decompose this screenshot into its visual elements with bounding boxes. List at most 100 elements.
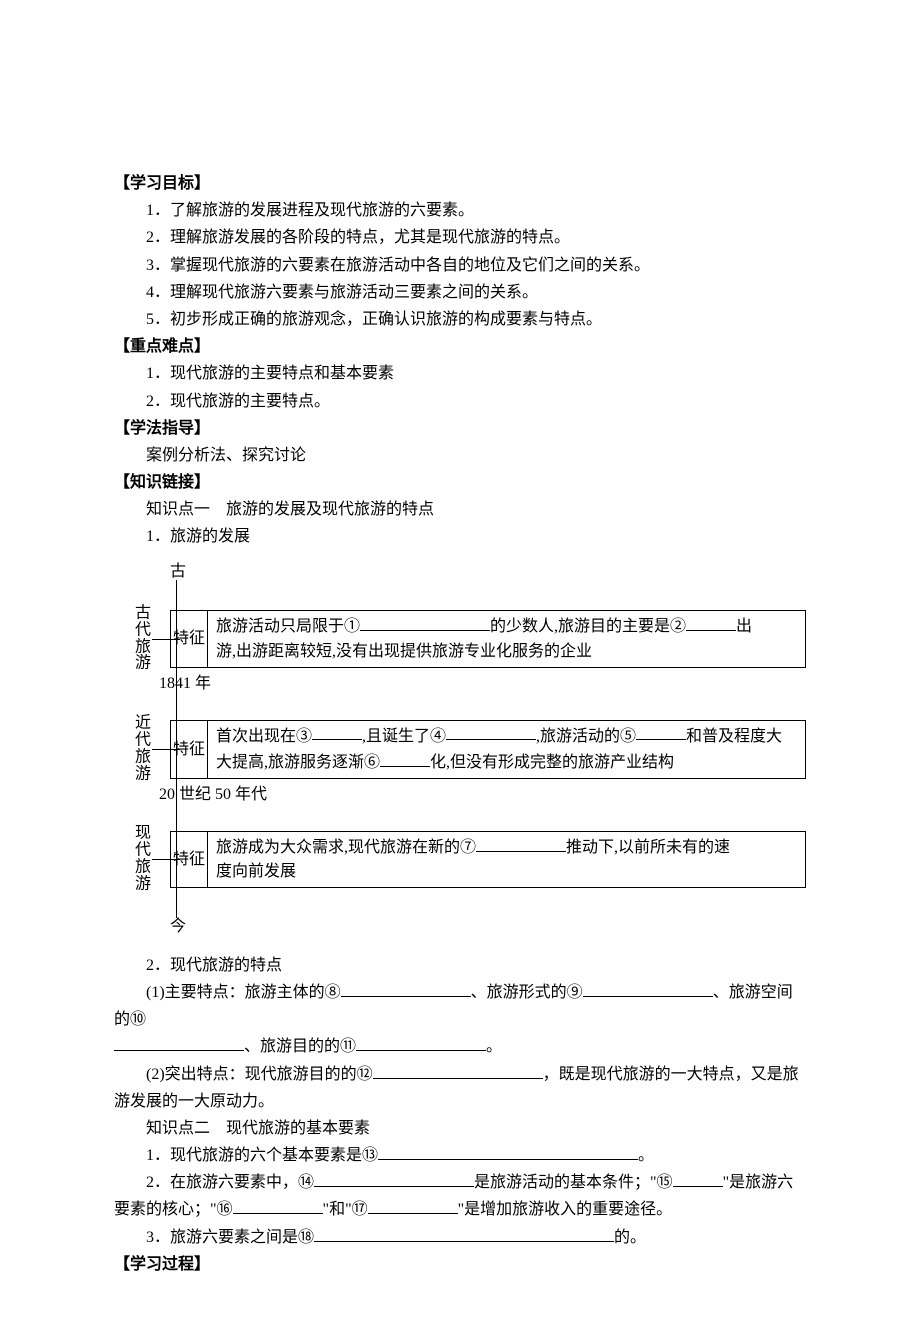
fill-blank-2: [686, 613, 736, 631]
list-item: 2．现代旅游的主要特点。: [114, 388, 806, 415]
text: 1．现代旅游的六个基本要素是⑬: [146, 1147, 378, 1164]
fill-blank-18: [314, 1224, 614, 1242]
paragraph: 2．在旅游六要素中，⑭ 是旅游活动的基本条件；"⑮ "是旅游六: [114, 1169, 806, 1196]
era-description: 首次出现在③ ,且诞生了④ ,旅游活动的⑤ 和普及程度大 大提高,旅游服务逐渐⑥ 化,但…: [208, 720, 806, 779]
fill-blank-14: [314, 1169, 474, 1187]
fill-blank-3: [312, 723, 362, 741]
text: 2．在旅游六要素中，⑭: [146, 1174, 314, 1191]
subheading: 知识点二 现代旅游的基本要素: [114, 1115, 806, 1142]
timeline-vline: [176, 801, 177, 833]
text: 是旅游活动的基本条件；"⑮: [474, 1174, 673, 1191]
document-page: 【学习目标】 1．了解旅游的发展进程及现代旅游的六要素。 2．理解旅游发展的各阶…: [0, 0, 920, 1338]
fill-blank-4: [446, 723, 536, 741]
timeline-spacer: [114, 584, 806, 608]
paragraph: (2)突出特点：现代旅游目的的⑫ ，既是现代旅游的一大特点，又是旅: [114, 1061, 806, 1088]
text: 游,出游距离较短,没有出现提供旅游专业化服务的企业: [216, 643, 592, 660]
list-item: 1．了解旅游的发展进程及现代旅游的六要素。: [114, 197, 806, 224]
text: 、旅游目的的⑪: [244, 1038, 356, 1055]
section-heading-process: 【学习过程】: [114, 1251, 806, 1278]
subheading: 1．旅游的发展: [114, 523, 806, 550]
timeline-spacer: [114, 694, 806, 718]
timeline-era-label-box: 古代旅游: [114, 610, 170, 667]
text: 旅游活动只局限于①: [216, 618, 360, 635]
timeline-label-top: 古: [114, 559, 806, 585]
section-heading-knowledge: 【知识链接】: [114, 469, 806, 496]
text: ,且诞生了④: [362, 727, 446, 744]
timeline-vline: [176, 886, 177, 918]
timeline-vline: [176, 580, 177, 612]
fill-blank-11: [356, 1034, 486, 1052]
text: 。: [486, 1038, 502, 1055]
timeline-era-label-box: 近代旅游: [114, 720, 170, 779]
text: 出: [736, 618, 752, 635]
text: ,旅游活动的⑤: [536, 727, 636, 744]
fill-blank-1: [360, 613, 490, 631]
fill-blank-12: [373, 1061, 543, 1079]
timeline-year-2: 20 世纪 50 年代: [114, 781, 806, 805]
text: 推动下,以前所未有的速: [566, 839, 730, 856]
era-label: 古代旅游: [134, 605, 152, 672]
timeline-connector: [152, 639, 180, 640]
paragraph: (1)主要特点：旅游主体的⑧、旅游形式的⑨、旅游空间的⑩: [114, 979, 806, 1033]
text: 要素的核心；"⑯: [114, 1201, 233, 1218]
timeline-era-modern: 近代旅游 特征 首次出现在③,且诞生了④,旅游活动的⑤和普及程度大 大提高,旅游…: [114, 720, 806, 779]
text: 、旅游形式的⑨: [471, 984, 583, 1001]
list-item: 4．理解现代旅游六要素与旅游活动三要素之间的关系。: [114, 279, 806, 306]
paragraph: 1．现代旅游的六个基本要素是⑬ 。: [114, 1142, 806, 1169]
text: "是旅游六: [723, 1174, 794, 1191]
fill-blank-8: [341, 979, 471, 997]
fill-blank-15: [673, 1169, 723, 1187]
section-heading-objectives: 【学习目标】: [114, 170, 806, 197]
spacer: [114, 944, 806, 952]
text: "是增加旅游收入的重要途径。: [458, 1201, 673, 1218]
paragraph: 游发展的一大原动力。: [114, 1088, 806, 1115]
text: (2)突出特点：现代旅游目的的⑫: [146, 1066, 373, 1083]
fill-blank-6: [380, 749, 430, 767]
section-heading-keypoints: 【重点难点】: [114, 333, 806, 360]
timeline-era-ancient: 古代旅游 特征 旅游活动只局限于①的少数人,旅游目的主要是②出 游,出游距离较短…: [114, 610, 806, 667]
fill-blank-5: [636, 723, 686, 741]
timeline-vline: [176, 690, 177, 722]
text: 和普及程度大: [686, 727, 782, 744]
text: 的少数人,旅游目的主要是②: [490, 618, 686, 635]
list-item: 5．初步形成正确的旅游观念，正确认识旅游的构成要素与特点。: [114, 306, 806, 333]
subheading: 知识点一 旅游的发展及现代旅游的特点: [114, 496, 806, 523]
list-item: 2．理解旅游发展的各阶段的特点，尤其是现代旅游的特点。: [114, 224, 806, 251]
fill-blank-13: [378, 1142, 638, 1160]
timeline-era-contemporary: 现代旅游 特征 旅游成为大众需求,现代旅游在新的⑦推动下,以前所未有的速 度向前…: [114, 831, 806, 888]
fill-blank-17: [368, 1197, 458, 1215]
paragraph: 要素的核心；"⑯ "和"⑰ "是增加旅游收入的重要途径。: [114, 1196, 806, 1223]
era-description: 旅游成为大众需求,现代旅游在新的⑦ 推动下,以前所未有的速 度向前发展: [208, 831, 806, 888]
text: 。: [638, 1147, 654, 1164]
text: 的。: [614, 1229, 646, 1246]
text: 旅游成为大众需求,现代旅游在新的⑦: [216, 839, 476, 856]
timeline-connector: [152, 859, 180, 860]
timeline-era-label-box: 现代旅游: [114, 831, 170, 888]
list-item: 3．掌握现代旅游的六要素在旅游活动中各自的地位及它们之间的关系。: [114, 252, 806, 279]
text: "和"⑰: [323, 1201, 368, 1218]
list-item: 1．现代旅游的主要特点和基本要素: [114, 360, 806, 387]
timeline-label-bottom: 今: [114, 914, 806, 940]
paragraph: 3．旅游六要素之间是⑱ 的。: [114, 1224, 806, 1251]
text: 化,但没有形成完整的旅游产业结构: [430, 754, 674, 771]
fill-blank-16: [233, 1197, 323, 1215]
timeline-spacer: [114, 805, 806, 829]
text: 度向前发展: [216, 863, 296, 880]
timeline-spacer: [114, 890, 806, 914]
fill-blank-10: [114, 1034, 244, 1052]
timeline-year-1: 1841 年: [114, 670, 806, 694]
timeline-connector: [152, 749, 180, 750]
text: (1)主要特点：旅游主体的⑧: [146, 984, 341, 1001]
subheading: 2．现代旅游的特点: [114, 952, 806, 979]
timeline-diagram: 古 古代旅游 特征 旅游活动只局限于①的少数人,旅游目的主要是②出 游,出游距离…: [114, 559, 806, 940]
text: ，既是现代旅游的一大特点，又是旅: [543, 1066, 799, 1083]
fill-blank-7: [476, 834, 566, 852]
text: 大提高,旅游服务逐渐⑥: [216, 754, 380, 771]
text: 3．旅游六要素之间是⑱: [146, 1229, 314, 1246]
era-description: 旅游活动只局限于① 的少数人,旅游目的主要是② 出 游,出游距离较短,没有出现提供旅…: [208, 610, 806, 667]
era-label: 近代旅游: [134, 716, 152, 783]
text: 首次出现在③: [216, 727, 312, 744]
paragraph: 、旅游目的的⑪ 。: [114, 1033, 806, 1060]
fill-blank-9: [583, 979, 713, 997]
era-label: 现代旅游: [134, 826, 152, 893]
